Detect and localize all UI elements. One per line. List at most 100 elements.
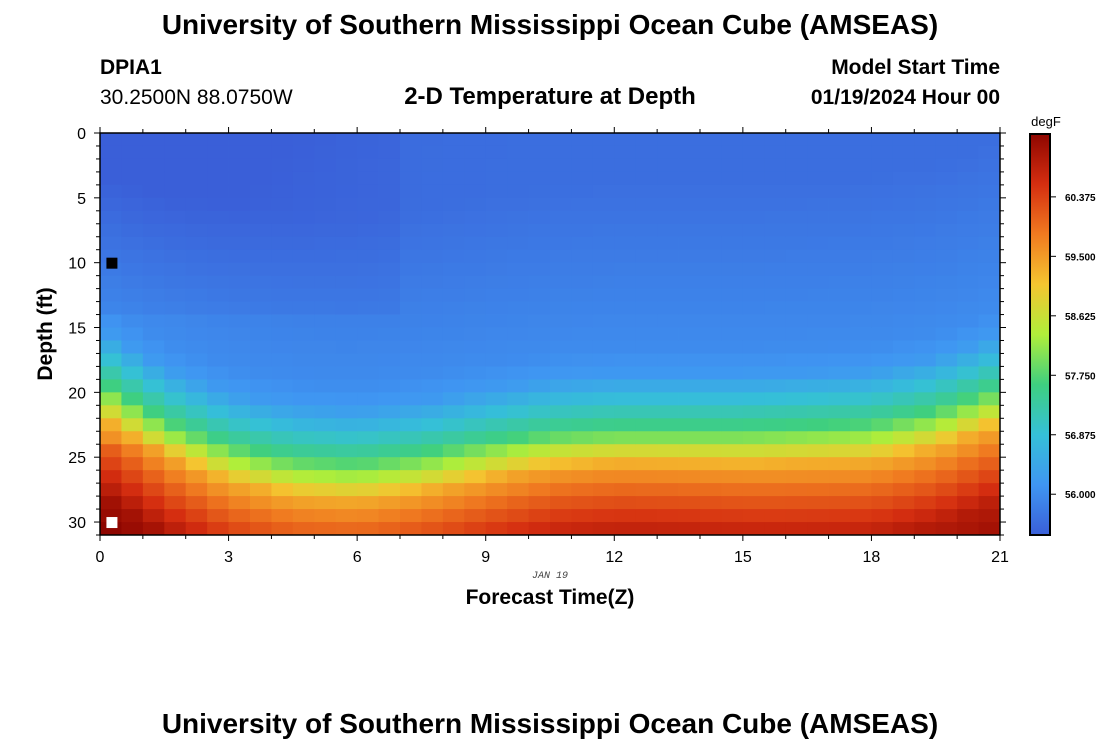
heatmap-cell: [507, 210, 529, 225]
heatmap-cell: [314, 197, 337, 212]
heatmap-cell: [914, 145, 937, 160]
heatmap-cell: [935, 236, 958, 251]
heatmap-cell: [228, 431, 251, 445]
heatmap-cell: [207, 379, 229, 393]
heatmap-cell: [742, 470, 765, 484]
heatmap-cell: [314, 210, 337, 225]
heatmap-cell: [914, 262, 937, 277]
heatmap-cell: [357, 522, 379, 536]
heatmap-cell: [700, 223, 722, 238]
heatmap-cell: [528, 288, 551, 302]
heatmap-cell: [550, 509, 572, 523]
heatmap-cell: [292, 483, 315, 497]
heatmap-cell: [657, 353, 679, 367]
heatmap-cell: [228, 418, 251, 432]
heatmap-cell: [121, 288, 144, 302]
heatmap-cell: [635, 133, 658, 147]
heatmap-cell: [121, 418, 144, 432]
heatmap-cell: [635, 405, 658, 419]
heatmap-cell: [700, 262, 722, 277]
heatmap-cell: [142, 457, 165, 471]
heatmap-cell: [378, 379, 401, 393]
heatmap-cell: [121, 236, 144, 251]
heatmap-cell: [164, 223, 187, 238]
heatmap-cell: [957, 366, 979, 380]
heatmap-cell: [485, 327, 508, 341]
heatmap-cell: [528, 236, 551, 251]
heatmap-cell: [935, 496, 958, 510]
heatmap-cell: [657, 496, 679, 510]
heatmap-cell: [850, 444, 872, 458]
heatmap-cell: [678, 210, 701, 225]
heatmap-cell: [100, 236, 122, 251]
heatmap-cell: [121, 184, 144, 199]
heatmap-cell: [850, 496, 872, 510]
heatmap-cell: [914, 249, 937, 264]
heatmap-cell: [100, 288, 122, 302]
heatmap-cell: [528, 327, 551, 341]
heatmap-cell: [507, 366, 529, 380]
heatmap-cell: [507, 392, 529, 406]
heatmap-cell: [185, 275, 208, 290]
heatmap-cell: [657, 405, 679, 419]
heatmap-cell: [957, 145, 979, 160]
heatmap-cell: [271, 379, 294, 393]
heatmap-cell: [292, 288, 315, 302]
date-label: JAN 19: [532, 571, 568, 582]
heatmap-cell: [100, 457, 122, 471]
heatmap-cell: [121, 522, 144, 536]
heatmap-cell: [121, 379, 144, 393]
heatmap-cell: [614, 197, 637, 212]
heatmap-cell: [271, 145, 294, 160]
heatmap-cell: [957, 405, 979, 419]
heatmap-cell: [892, 275, 915, 290]
heatmap-cell: [892, 522, 915, 536]
heatmap-cell: [978, 457, 1001, 471]
heatmap-cell: [571, 275, 594, 290]
heatmap-cell: [635, 158, 658, 173]
heatmap-cell: [914, 314, 937, 328]
heatmap-cell: [271, 249, 294, 264]
heatmap-cell: [142, 236, 165, 251]
heatmap-cell: [742, 145, 765, 160]
heatmap-cell: [100, 353, 122, 367]
heatmap-cell: [807, 483, 829, 497]
heatmap-cell: [571, 133, 594, 147]
heatmap-cell: [100, 366, 122, 380]
heatmap-cell: [357, 223, 379, 238]
heatmap-cell: [614, 210, 637, 225]
heatmap-cell: [507, 431, 529, 445]
heatmap-cell: [807, 184, 829, 199]
station-location: 30.2500N 88.0750W: [100, 86, 293, 109]
heatmap-cell: [657, 171, 679, 186]
heatmap-cell: [828, 509, 851, 523]
heatmap-cell: [121, 392, 144, 406]
plot-markers: [106, 257, 118, 529]
heatmap-cell: [142, 366, 165, 380]
heatmap-cell: [828, 496, 851, 510]
heatmap-cell: [528, 223, 551, 238]
heatmap-cell: [828, 184, 851, 199]
heatmap-cell: [271, 418, 294, 432]
heatmap-cell: [228, 210, 251, 225]
heatmap-cell: [142, 197, 165, 212]
heatmap-cell: [164, 457, 187, 471]
heatmap-cell: [100, 431, 122, 445]
heatmap-cell: [121, 133, 144, 147]
heatmap-cell: [592, 133, 615, 147]
heatmap-cell: [678, 340, 701, 354]
heatmap-cell: [721, 223, 744, 238]
heatmap-cell: [271, 457, 294, 471]
heatmap-cell: [871, 197, 894, 212]
heatmap-cell: [378, 418, 401, 432]
heatmap-cell: [378, 327, 401, 341]
heatmap-cell: [978, 431, 1001, 445]
heatmap-cell: [528, 133, 551, 147]
heatmap-cell: [378, 133, 401, 147]
heatmap-cell: [914, 288, 937, 302]
heatmap-cell: [550, 457, 572, 471]
heatmap-cell: [807, 405, 829, 419]
heatmap-cell: [400, 418, 422, 432]
colorbar-tick-label: 56.875: [1065, 431, 1096, 442]
